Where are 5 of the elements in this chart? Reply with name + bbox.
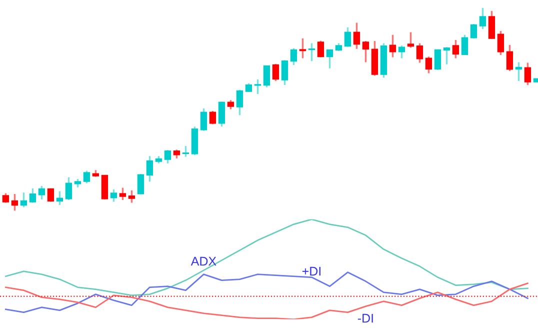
series-label: +DI — [302, 266, 320, 276]
candlestick — [101, 174, 108, 200]
candlestick — [470, 23, 478, 40]
series-label: ADX — [190, 256, 216, 266]
series-label: -DI — [358, 314, 373, 323]
